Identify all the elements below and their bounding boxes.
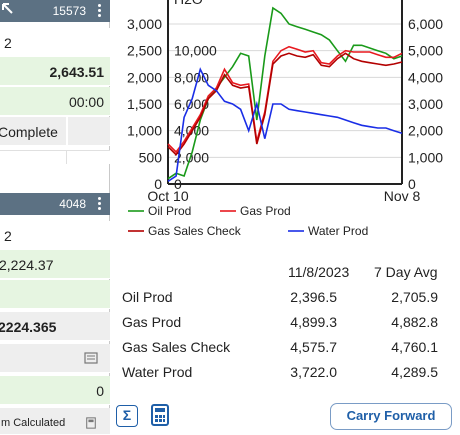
x-tick-label: Nov 8 <box>384 188 421 204</box>
card2-value1: 2,224.37 <box>0 257 54 273</box>
table-row: Gas Prod 4,899.3 4,882.8 <box>112 310 460 335</box>
y-tick-label-left: 1,000 <box>127 123 162 139</box>
production-chart: H2O 3,000 2,500 2,000 1,500 1,000 500 0 10,000 8,… <box>112 0 460 250</box>
card2-value2-row: 2224.365 <box>0 312 110 341</box>
row-label: Water Prod <box>122 364 193 380</box>
y-tick-label-left: 500 <box>139 149 163 165</box>
more-options-icon[interactable] <box>96 195 102 213</box>
row-label: Gas Prod <box>122 314 182 330</box>
y-tick-label-inner: 0 <box>174 176 182 192</box>
row-value: 3,722.0 <box>290 364 337 380</box>
card1-status: Complete <box>0 124 58 140</box>
table-row: Water Prod 3,722.0 4,289.5 <box>112 360 460 385</box>
legend-label: Gas Sales Check <box>148 224 242 238</box>
y-tick-label-inner: 2,000 <box>174 149 209 165</box>
row-value: 2,396.5 <box>290 289 337 305</box>
card1-count: 2 <box>4 35 12 51</box>
card-id: 4048 <box>59 197 86 211</box>
more-options-icon[interactable] <box>96 2 102 20</box>
calculator-icon[interactable] <box>84 417 98 429</box>
spacer-row <box>0 150 110 164</box>
card2-value2: 2224.365 <box>0 319 57 335</box>
back-arrow-icon[interactable] <box>1 2 15 18</box>
legend-label: Oil Prod <box>148 204 191 218</box>
y-tick-label-left: 2,000 <box>127 69 162 85</box>
sum-button[interactable]: Σ <box>116 405 138 427</box>
row-value: 4,899.3 <box>290 314 337 330</box>
y-tick-label-right: 5,000 <box>408 43 443 59</box>
row-avg: 4,289.5 <box>391 364 438 380</box>
y-tick-label-right: 2,000 <box>408 123 443 139</box>
card1-time-row[interactable]: 00:00 <box>0 87 110 116</box>
card-id: 15573 <box>52 4 86 18</box>
card2-count: 2 <box>4 228 12 244</box>
card-header-1: 15573 <box>0 0 110 22</box>
cell-divider <box>66 151 67 164</box>
row-avg: 2,705.9 <box>391 289 438 305</box>
y-tick-label-right: 0 <box>408 176 416 192</box>
card-header-2: 4048 <box>0 193 110 215</box>
card1-value-row[interactable]: 2,643.51 <box>0 57 110 86</box>
card2-value1-row[interactable]: 2,224.37 <box>0 250 110 279</box>
y-tick-label-left: 1,500 <box>127 96 162 112</box>
card2-zero-row[interactable]: 0 <box>0 376 110 405</box>
y-tick-label-right: 1,000 <box>408 149 443 165</box>
series-line-gas-prod <box>167 45 403 154</box>
cell-divider <box>66 117 68 145</box>
card1-count-row: 2 <box>0 28 110 57</box>
y-tick-label-left: 0 <box>154 176 162 192</box>
y-tick-label-inner: 8,000 <box>174 69 209 85</box>
legend-label: Water Prod <box>308 224 368 238</box>
legend-label: Gas Prod <box>240 204 291 218</box>
series-line-gas-sales-check <box>167 52 403 156</box>
row-label: Gas Sales Check <box>122 339 231 355</box>
calculator-button[interactable] <box>150 404 170 426</box>
carry-forward-button[interactable]: Carry Forward <box>330 403 452 430</box>
y-tick-label-right: 6,000 <box>408 16 443 32</box>
card2-zero: 0 <box>96 383 104 399</box>
chart-title: H2O <box>174 0 203 7</box>
table-row: Gas Sales Check 4,575.7 4,760.1 <box>112 335 460 360</box>
y-tick-label-right: 4,000 <box>408 69 443 85</box>
y-tick-label-left: 2,500 <box>127 43 162 59</box>
y-tick-label-left: 3,000 <box>127 16 162 32</box>
card2-spacer-row <box>0 280 110 309</box>
card1-time: 00:00 <box>68 94 104 110</box>
y-tick-label-inner: 10,000 <box>174 43 217 59</box>
row-label: Oil Prod <box>122 289 173 305</box>
table-row: Oil Prod 2,396.5 2,705.9 <box>112 285 460 310</box>
card1-value: 2,643.51 <box>49 64 105 80</box>
left-panel: 15573 2 2,643.51 00:00 Complete 4048 2 2… <box>0 0 110 435</box>
row-value: 4,575.7 <box>290 339 337 355</box>
chart-svg: H2O 3,000 2,500 2,000 1,500 1,000 500 0 10,000 8,… <box>127 0 443 238</box>
row-avg: 4,760.1 <box>391 339 438 355</box>
col-avg-header: 7 Day Avg <box>374 264 438 280</box>
card2-calc-status: m Calculated <box>1 417 66 429</box>
y-tick-label-inner: 6,000 <box>174 96 209 112</box>
card2-calc-row: m Calculated <box>0 408 110 435</box>
card1-status-row: Complete <box>0 117 110 146</box>
ticket-icon[interactable] <box>84 352 98 364</box>
x-tick-label: Oct 10 <box>147 188 188 204</box>
row-avg: 4,882.8 <box>391 314 438 330</box>
col-date-header: 11/8/2023 <box>288 264 350 280</box>
y-tick-label-right: 3,000 <box>408 96 443 112</box>
card2-count-row: 2 <box>0 221 110 250</box>
series-line-water-prod <box>167 67 403 182</box>
card2-ticket-row <box>0 344 110 373</box>
